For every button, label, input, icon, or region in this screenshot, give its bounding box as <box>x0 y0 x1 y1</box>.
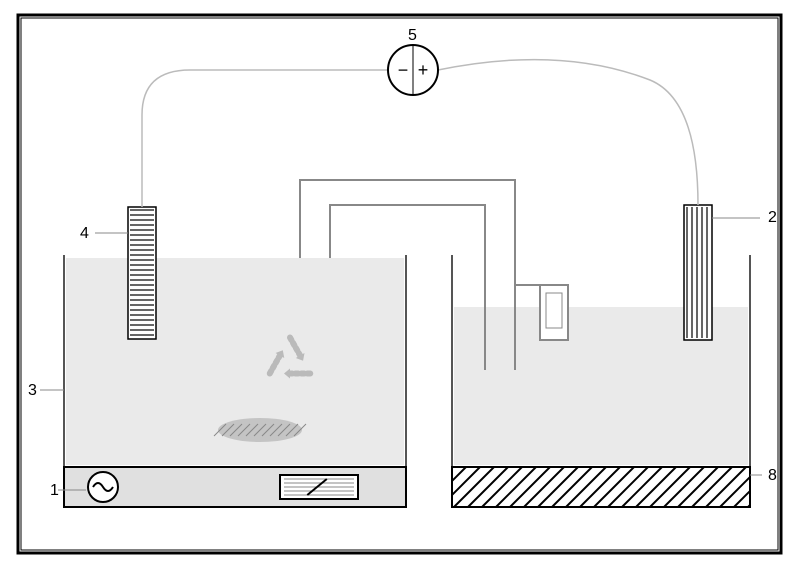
label-4: 4 <box>80 225 89 242</box>
label-3: 3 <box>28 382 37 399</box>
wire-left <box>142 70 388 207</box>
diagram-canvas: −+1 2 3 4 5 8 <box>0 0 800 569</box>
label-5: 5 <box>408 27 417 44</box>
label-8: 8 <box>768 467 777 484</box>
wire-right <box>438 60 698 205</box>
plus-label: + <box>418 60 429 80</box>
label-1: 1 <box>50 482 59 499</box>
minus-label: − <box>398 60 409 80</box>
label-2: 2 <box>768 209 777 226</box>
